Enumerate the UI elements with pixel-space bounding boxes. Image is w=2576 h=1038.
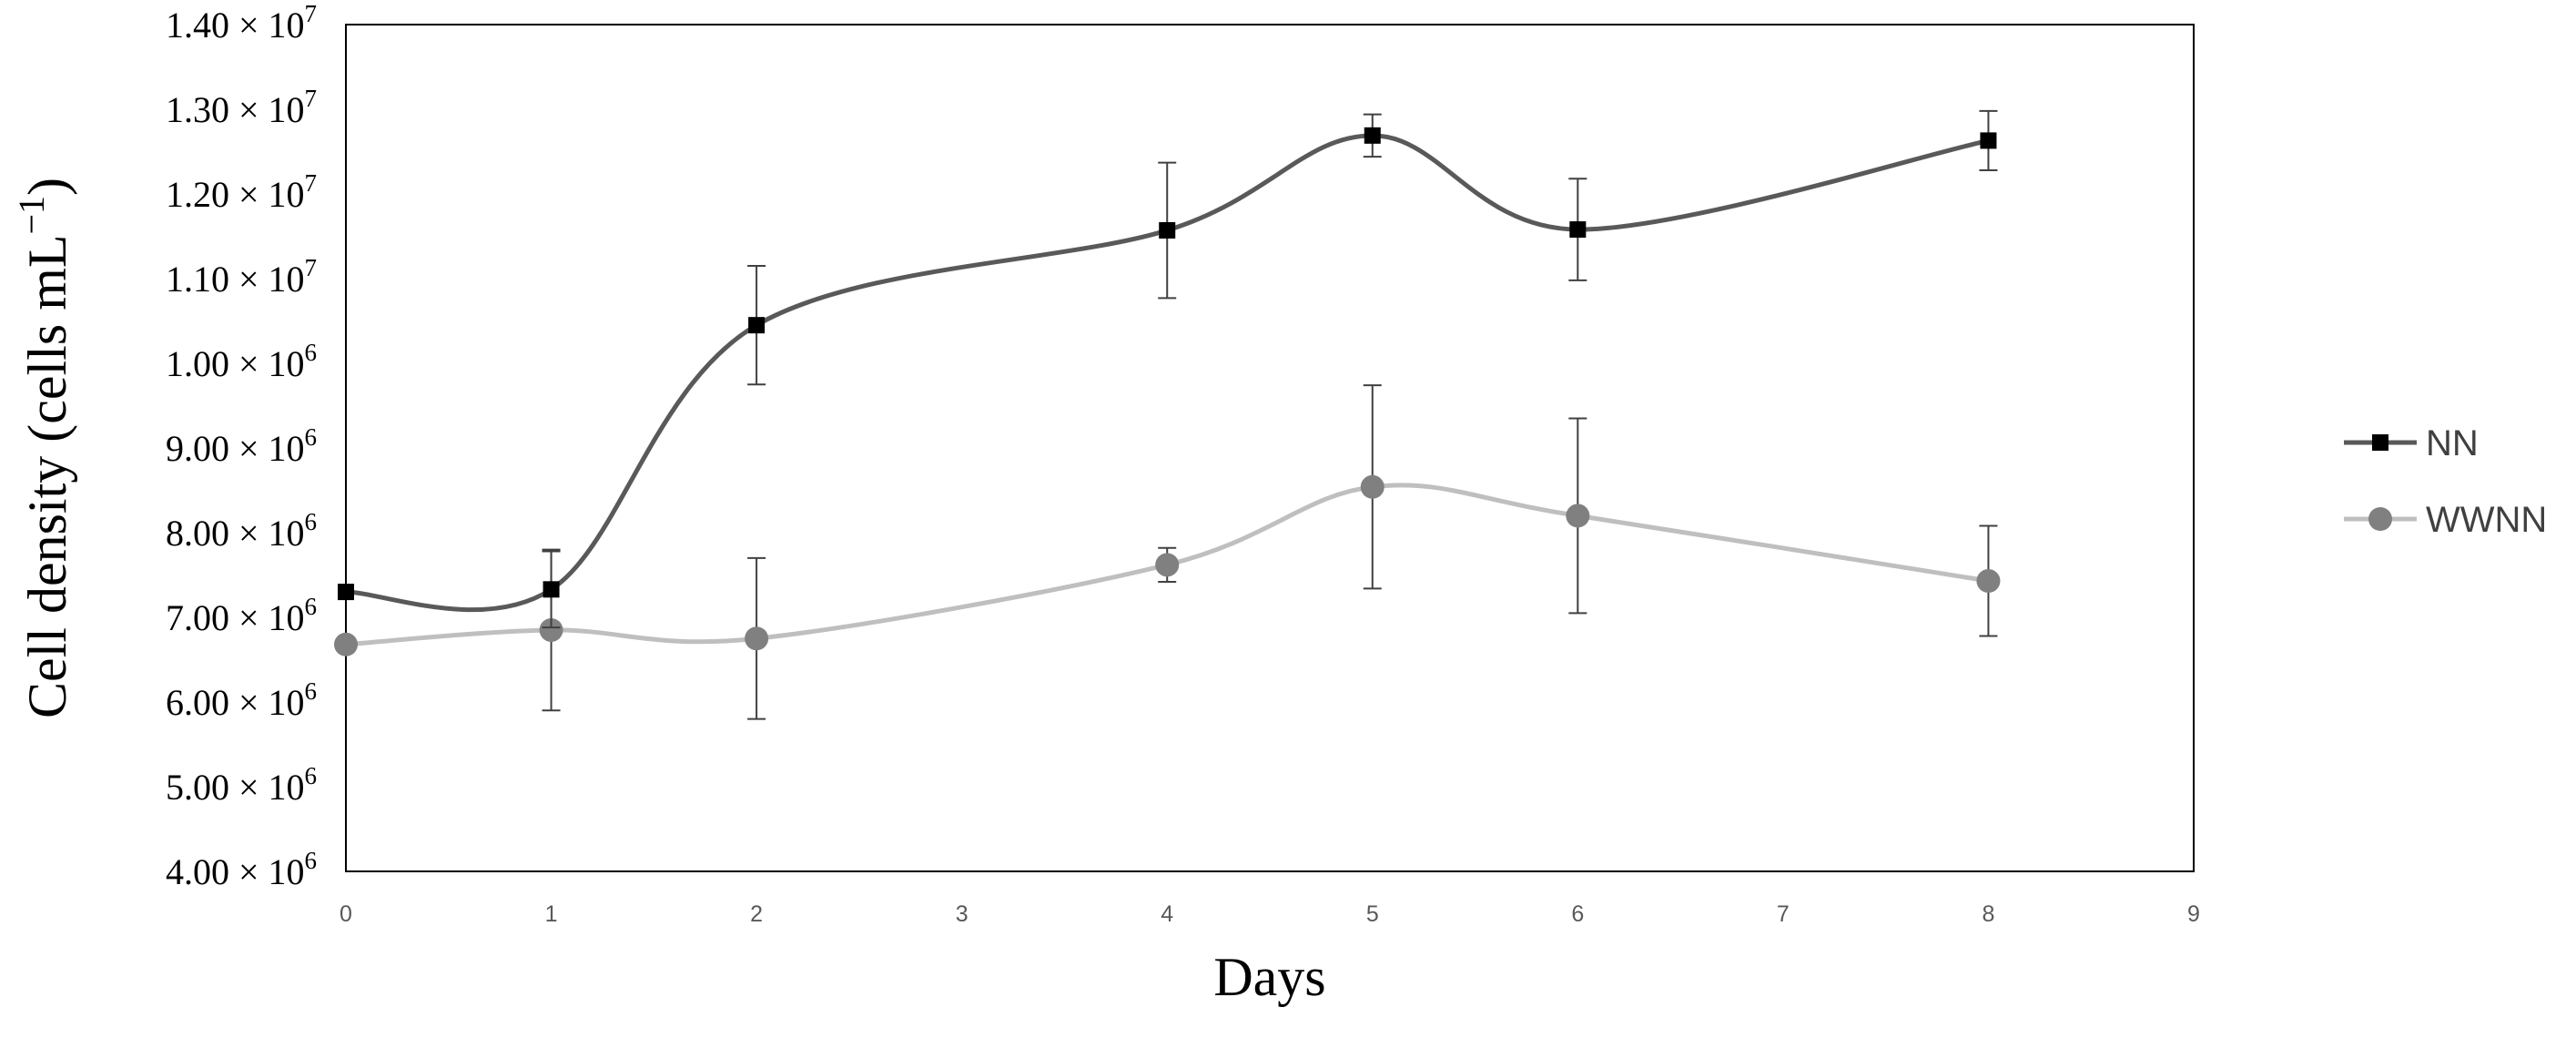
data-point (1569, 221, 1587, 239)
y-tick-label: 9.00 × 106 (166, 423, 317, 469)
y-axis-tick-labels: 4.00 × 106 5.00 × 106 6.00 × 106 7.00 × 106… (166, 0, 317, 892)
y-axis-title-close: ) (17, 178, 77, 196)
plot-area (345, 24, 2195, 872)
data-point (1159, 221, 1176, 239)
x-tick-label: 6 (1571, 901, 1584, 927)
y-tick-label: 1.00 × 106 (166, 339, 317, 384)
y-tick-label: 1.30 × 107 (166, 85, 317, 130)
y-tick-label: 1.20 × 107 (166, 169, 317, 215)
legend-marker (2372, 434, 2388, 451)
y-axis-title-main: Cell density (cells mL (17, 234, 77, 718)
y-tick-label: 1.40 × 107 (166, 0, 317, 46)
series-wwnn (334, 384, 2001, 720)
data-point (1980, 132, 1997, 149)
x-tick-label: 9 (2187, 901, 2200, 927)
data-point (338, 584, 354, 601)
y-tick-label: 5.00 × 106 (166, 762, 317, 808)
y-tick-label: 8.00 × 106 (166, 508, 317, 554)
x-tick-label: 5 (1366, 901, 1379, 927)
data-point (1360, 474, 1384, 499)
series-layer (334, 109, 2001, 720)
data-point (1976, 569, 2001, 594)
legend-label: NN (2426, 423, 2479, 463)
x-tick-label: 0 (340, 901, 352, 927)
y-tick-label: 4.00 × 106 (166, 847, 317, 892)
legend: NN WWNN (2344, 423, 2547, 540)
x-tick-label: 1 (545, 901, 558, 927)
data-point (1155, 553, 1180, 577)
y-axis-title-superscript: −1 (11, 196, 52, 235)
legend-label: WWNN (2426, 500, 2547, 540)
x-axis-tick-labels: 0 1 2 3 4 5 6 7 8 9 (340, 901, 2200, 927)
x-tick-label: 8 (1982, 901, 1994, 927)
data-point (539, 617, 563, 642)
data-point (1364, 127, 1381, 144)
data-point (334, 632, 358, 656)
data-point (543, 581, 560, 598)
data-point (745, 626, 769, 651)
data-point (1566, 504, 1590, 528)
x-axis-title: Days (1213, 947, 1325, 1007)
legend-item-wwnn: WWNN (2344, 500, 2547, 540)
y-tick-label: 6.00 × 106 (166, 677, 317, 723)
x-tick-label: 4 (1161, 901, 1173, 927)
legend-marker (2368, 507, 2392, 531)
y-axis-title: Cell density (cells mL−1) (11, 178, 77, 718)
legend-item-nn: NN (2344, 423, 2479, 463)
x-tick-label: 7 (1777, 901, 1790, 927)
y-tick-label: 7.00 × 106 (166, 593, 317, 638)
x-tick-label: 3 (956, 901, 969, 927)
series-nn (338, 109, 1998, 629)
x-tick-label: 2 (750, 901, 763, 927)
y-tick-label: 1.10 × 107 (166, 254, 317, 300)
data-point (748, 317, 766, 334)
